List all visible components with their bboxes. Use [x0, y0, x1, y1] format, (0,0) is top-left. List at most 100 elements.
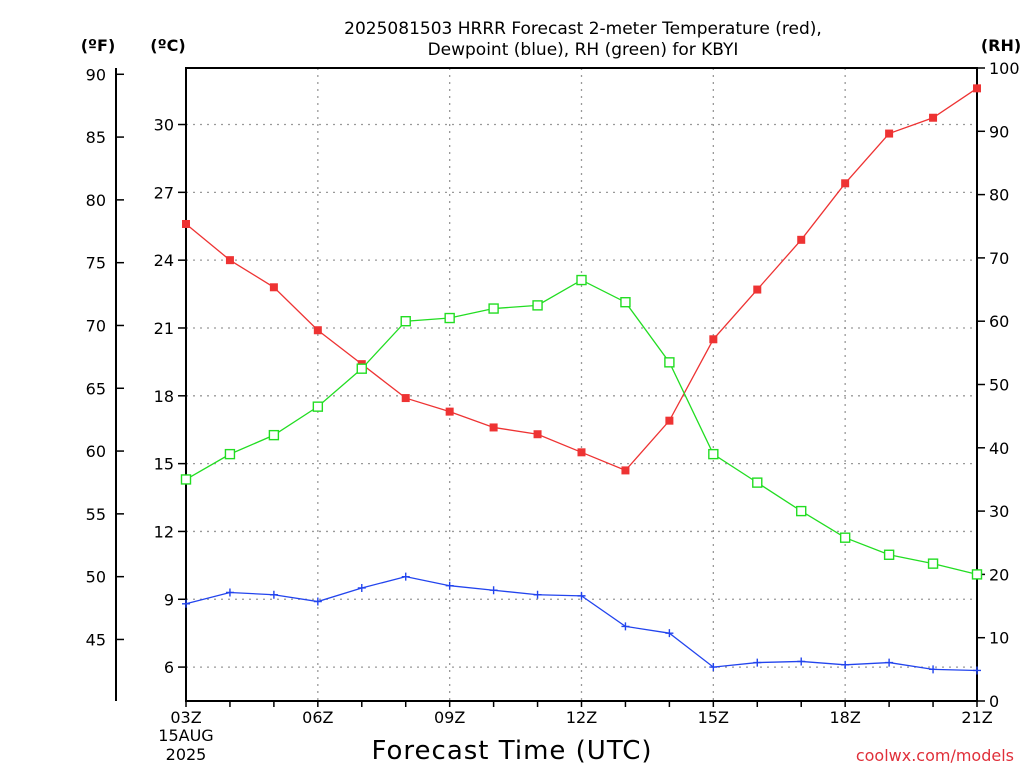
temperature-point [709, 335, 718, 344]
rh-point [488, 303, 499, 314]
rh-point [839, 532, 851, 543]
rh-tick-label: 40 [989, 439, 1009, 458]
rh-point [752, 477, 763, 488]
temperature-point [182, 219, 190, 228]
dewpoint-point [445, 581, 454, 590]
rh-point [796, 505, 807, 517]
dewpoint-point [709, 663, 718, 672]
temperature-point [665, 416, 674, 425]
rh-point [576, 274, 587, 286]
rh-point [312, 401, 324, 412]
dewpoint-point [533, 590, 542, 599]
x-tick-label: 15Z [698, 708, 729, 727]
rh-point [971, 569, 983, 580]
rh-tick-label: 80 [989, 186, 1009, 205]
dewpoint-point [753, 658, 762, 667]
dewpoint-point [973, 666, 981, 675]
temperature-point [753, 285, 762, 294]
dewpoint-point [885, 658, 894, 667]
x-tick-label: 12Z [566, 708, 597, 727]
x-axis-label: Forecast Time (UTC) [371, 736, 652, 766]
temperature-point [929, 113, 938, 122]
rh-tick-label: 60 [989, 312, 1009, 331]
rh-point [224, 448, 236, 460]
x-tick-label: 09Z [434, 708, 465, 727]
dewpoint-point [182, 599, 190, 608]
dewpoint-point [357, 583, 366, 592]
celsius-tick-label: 6 [164, 658, 174, 677]
celsius-tick-label: 12 [154, 522, 174, 541]
dewpoint-point [313, 597, 322, 606]
date-label-year: 2025 [166, 745, 207, 764]
dewpoint-point [797, 657, 806, 666]
temperature-point [841, 179, 850, 188]
dewpoint-point [225, 588, 234, 597]
rh-point [620, 297, 631, 308]
fahrenheit-tick-label: 75 [86, 254, 106, 273]
rh-point [356, 363, 367, 374]
fahrenheit-tick-label: 45 [86, 630, 106, 649]
fahrenheit-tick-label: 85 [86, 128, 106, 147]
rh-tick-label: 70 [989, 249, 1009, 268]
temperature-point [313, 326, 322, 335]
credit-label: coolwx.com/models [856, 746, 1014, 765]
fahrenheit-tick-label: 70 [86, 316, 106, 335]
chart-title-line1: 2025081503 HRRR Forecast 2-meter Tempera… [344, 19, 822, 39]
fahrenheit-tick-label: 65 [86, 379, 106, 398]
temperature-point [885, 129, 894, 138]
date-label-day: 15AUG [158, 726, 213, 745]
dewpoint-point [929, 665, 938, 674]
temperature-point [973, 84, 981, 93]
x-tick-label: 18Z [830, 708, 861, 727]
dewpoint-point [621, 622, 630, 631]
fahrenheit-unit-label: (ºF) [81, 36, 116, 55]
temperature-point [797, 235, 806, 244]
celsius-tick-label: 21 [154, 319, 174, 338]
celsius-tick-label: 15 [154, 455, 174, 474]
dewpoint-point [577, 591, 586, 600]
temperature-point [533, 430, 542, 439]
fahrenheit-tick-label: 50 [86, 568, 106, 587]
axis-ticks: 6 9 12 15 18 21 24 27 30 45 50 55 60 65 70 75 80 85 90 0 10 2… [86, 59, 1020, 727]
temperature-point [621, 466, 630, 475]
fahrenheit-tick-label: 90 [86, 65, 106, 84]
series-layer [180, 84, 983, 675]
rh-point [664, 357, 675, 368]
x-tick-label: 03Z [170, 708, 201, 727]
rh-tick-label: 10 [989, 629, 1009, 648]
dewpoint-point [269, 590, 278, 599]
dewpoint-point [489, 586, 498, 595]
dewpoint-point [401, 572, 410, 581]
dewpoint-point [841, 660, 850, 669]
rh-point [180, 474, 192, 485]
rh-point [708, 448, 719, 460]
celsius-unit-label: (ºC) [150, 36, 185, 55]
chart-title-line2: Dewpoint (blue), RH (green) for KBYI [428, 40, 739, 60]
rh-tick-label: 0 [989, 692, 999, 711]
rh-point [268, 429, 280, 441]
temperature-point [577, 448, 586, 457]
rh-unit-label: (RH) [981, 36, 1021, 55]
celsius-tick-label: 18 [154, 387, 174, 406]
rh-point [400, 316, 411, 327]
celsius-tick-label: 24 [154, 251, 174, 270]
temperature-point [401, 394, 410, 403]
celsius-tick-label: 30 [154, 116, 174, 135]
rh-tick-label: 50 [989, 376, 1009, 395]
celsius-tick-label: 9 [164, 590, 174, 609]
rh-tick-label: 90 [989, 122, 1009, 141]
rh-point [444, 312, 455, 324]
rh-point [883, 549, 895, 560]
fahrenheit-tick-label: 55 [86, 505, 106, 524]
rh-point [532, 300, 543, 311]
temperature-point [269, 283, 278, 292]
rh-tick-label: 100 [989, 59, 1020, 78]
dewpoint-point [665, 629, 674, 638]
temperature-point [225, 256, 234, 265]
rh-point [927, 558, 939, 569]
temperature-point [489, 423, 498, 432]
grid-lines [186, 68, 977, 701]
x-tick-label: 21Z [961, 708, 992, 727]
fahrenheit-tick-label: 80 [86, 191, 106, 210]
